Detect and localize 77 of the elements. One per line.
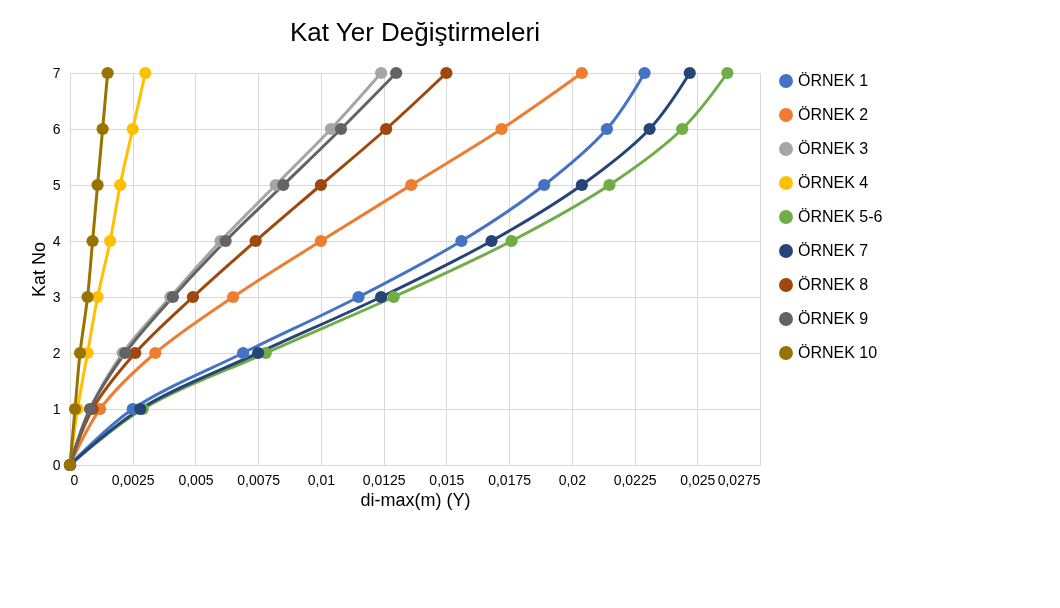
- x-tick-label: 0,0075: [237, 471, 281, 488]
- legend-label: ÖRNEK 3: [798, 140, 869, 157]
- x-tick-label: 0,0275: [717, 471, 761, 488]
- point: [277, 178, 290, 192]
- x-tick-label: 0,015: [429, 471, 465, 488]
- y-tick-label: 6: [52, 120, 61, 137]
- chart-title: Kat Yer Değiştirmeleri: [290, 17, 540, 47]
- point: [440, 66, 453, 80]
- point: [81, 290, 94, 304]
- point: [495, 122, 508, 136]
- point: [237, 346, 250, 360]
- point: [314, 178, 328, 192]
- y-tick-label: 5: [52, 176, 61, 193]
- point: [149, 346, 162, 360]
- point: [139, 66, 152, 80]
- x-tick-label: 0,0125: [362, 471, 406, 488]
- legend-label: ÖRNEK 10: [798, 344, 878, 361]
- point: [387, 290, 400, 304]
- point: [683, 66, 696, 80]
- legend-label: ÖRNEK 4: [798, 174, 869, 191]
- y-tick-label: 1: [52, 400, 61, 417]
- x-axis-title: di-max(m) (Y): [360, 489, 471, 510]
- point: [390, 66, 403, 80]
- point: [219, 234, 232, 248]
- point: [96, 122, 109, 136]
- point: [86, 234, 99, 248]
- legend-label: ÖRNEK 7: [798, 242, 869, 259]
- point: [375, 66, 388, 80]
- point: [643, 122, 656, 136]
- point: [186, 290, 200, 304]
- legend-label: ÖRNEK 2: [798, 106, 869, 123]
- x-tick-label: 0,0225: [613, 471, 657, 488]
- point: [324, 122, 338, 136]
- point: [352, 290, 365, 304]
- point: [129, 346, 142, 360]
- legend-label: ÖRNEK 1: [798, 72, 869, 89]
- point: [126, 122, 139, 136]
- x-tick-label: 0: [70, 471, 79, 488]
- y-tick-label: 2: [52, 344, 61, 361]
- y-tick-label: 7: [52, 64, 61, 81]
- y-tick-label: 4: [52, 232, 61, 249]
- point: [334, 122, 348, 136]
- point: [505, 234, 518, 248]
- x-tick-label: 0,025: [680, 471, 716, 488]
- point: [538, 178, 551, 192]
- point: [314, 234, 328, 248]
- point: [380, 122, 393, 136]
- point: [676, 122, 689, 136]
- point: [249, 234, 262, 248]
- point: [375, 290, 388, 304]
- legend-label: ÖRNEK 8: [798, 276, 869, 293]
- y-tick-label: 0: [52, 456, 61, 473]
- point: [101, 66, 114, 80]
- point: [226, 290, 240, 304]
- point: [91, 178, 104, 192]
- y-axis-title: Kat No: [28, 241, 49, 298]
- point: [638, 66, 651, 80]
- x-tick-label: 0,005: [178, 471, 214, 488]
- legend-label: ÖRNEK 9: [798, 310, 869, 327]
- point: [600, 122, 614, 136]
- point: [73, 346, 87, 360]
- point: [252, 346, 265, 360]
- point: [603, 178, 616, 192]
- point: [575, 66, 588, 80]
- y-tick-label: 3: [52, 288, 61, 305]
- point: [721, 66, 734, 80]
- point: [104, 234, 117, 248]
- x-tick-label: 0,02: [558, 471, 587, 488]
- legend-label: ÖRNEK 5-6: [798, 208, 883, 225]
- point: [455, 234, 468, 248]
- point: [485, 234, 498, 248]
- point: [575, 178, 588, 192]
- point: [114, 178, 127, 192]
- point: [405, 178, 418, 192]
- x-tick-label: 0,0025: [111, 471, 155, 488]
- x-tick-label: 0,0175: [488, 471, 532, 488]
- x-tick-label: 0,01: [307, 471, 336, 488]
